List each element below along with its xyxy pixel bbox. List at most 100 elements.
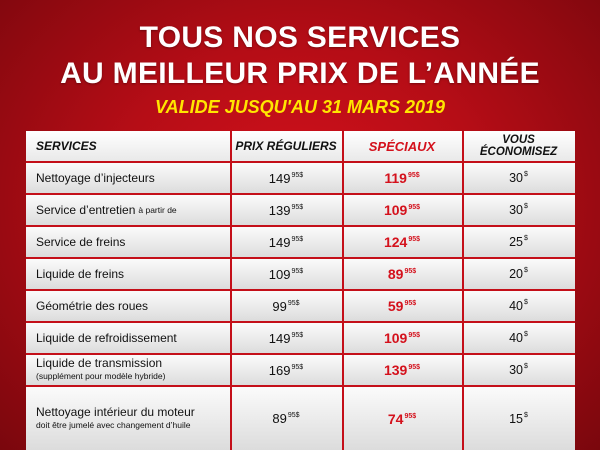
regular-price-cents: 95$ bbox=[291, 363, 304, 371]
savings-amount: 30$ bbox=[509, 363, 528, 377]
regular-price-amount: 149 bbox=[268, 330, 291, 346]
title-line-1: TOUS NOS SERVICES bbox=[139, 21, 461, 54]
savings-amount-cents: $ bbox=[524, 171, 528, 178]
savings-amount-cents: $ bbox=[524, 411, 528, 419]
regular-price-amount: 89 bbox=[272, 411, 287, 426]
savings-amount-cents: $ bbox=[524, 267, 528, 274]
special-price-amount: 89 bbox=[387, 266, 404, 282]
special-price-cents: 95$ bbox=[404, 268, 417, 275]
savings-amount-amount: 40 bbox=[509, 299, 523, 313]
special-price-cell: 8995$ bbox=[342, 259, 462, 289]
regular-price-cents: 95$ bbox=[291, 267, 304, 275]
savings-amount-amount: 40 bbox=[509, 331, 523, 345]
column-header-services: SERVICES bbox=[36, 139, 97, 153]
regular-price: 16995$ bbox=[269, 363, 303, 378]
savings-amount-cell: 30$ bbox=[462, 195, 575, 225]
savings-amount-amount: 15 bbox=[509, 411, 523, 426]
special-price: 12495$ bbox=[384, 234, 420, 250]
special-price-cents: 95$ bbox=[404, 300, 417, 307]
special-price-cents: 95$ bbox=[404, 412, 417, 420]
special-price-amount: 139 bbox=[383, 362, 408, 378]
service-name-cell: Liquide de freins bbox=[26, 259, 230, 289]
regular-price: 14995$ bbox=[269, 235, 303, 250]
regular-price: 10995$ bbox=[269, 267, 303, 282]
special-price-cell: 5995$ bbox=[342, 291, 462, 321]
regular-price: 14995$ bbox=[269, 171, 303, 186]
service-name-cell: Service de freins bbox=[26, 227, 230, 257]
savings-amount-amount: 30 bbox=[509, 171, 523, 185]
column-header-savings-line2: ÉCONOMISEZ bbox=[479, 146, 558, 158]
special-price-cell: 10995$ bbox=[342, 195, 462, 225]
savings-amount-amount: 30 bbox=[509, 203, 523, 217]
savings-amount-cell: 40$ bbox=[462, 291, 575, 321]
service-name: Liquide de transmission bbox=[36, 356, 163, 370]
regular-price-cell: 16995$ bbox=[230, 355, 342, 385]
special-price-cents: 95$ bbox=[408, 332, 421, 339]
special-price-cell: 11995$ bbox=[342, 163, 462, 193]
table-row: Liquide de refroidissement 14995$ 10995$ 40… bbox=[26, 321, 575, 353]
service-note: (supplément pour modèle hybride) bbox=[36, 371, 166, 381]
special-price: 10995$ bbox=[384, 202, 420, 218]
savings-amount-cents: $ bbox=[524, 235, 528, 242]
regular-price: 8995$ bbox=[272, 411, 299, 426]
savings-amount-amount: 25 bbox=[509, 235, 523, 249]
savings-amount: 20$ bbox=[509, 267, 528, 281]
regular-price: 13995$ bbox=[269, 203, 303, 218]
regular-price-cell: 13995$ bbox=[230, 195, 342, 225]
regular-price-amount: 99 bbox=[272, 298, 287, 314]
special-price: 8995$ bbox=[388, 266, 416, 282]
regular-price-amount: 109 bbox=[268, 266, 291, 282]
regular-price-cell: 9995$ bbox=[230, 291, 342, 321]
service-note: doit être jumelé avec changement d’huile bbox=[36, 419, 191, 430]
regular-price-cents: 95$ bbox=[287, 299, 300, 307]
special-price: 13995$ bbox=[384, 362, 420, 378]
special-price-amount: 109 bbox=[383, 330, 408, 346]
table-row: Liquide de transmission (supplément pour … bbox=[26, 353, 575, 385]
special-price-amount: 109 bbox=[383, 202, 408, 218]
service-name: Liquide de freins bbox=[36, 267, 125, 281]
column-header-special: SPÉCIAUX bbox=[368, 138, 436, 154]
service-name: Nettoyage d’injecteurs bbox=[36, 171, 155, 185]
regular-price-cell: 10995$ bbox=[230, 259, 342, 289]
regular-price-amount: 169 bbox=[268, 362, 291, 378]
savings-amount-cents: $ bbox=[524, 331, 528, 338]
table-row: Liquide de freins 10995$ 8995$ 20$ bbox=[26, 257, 575, 289]
regular-price: 14995$ bbox=[269, 331, 303, 346]
service-name-cell: Service d’entretien à partir de bbox=[26, 195, 230, 225]
savings-amount: 40$ bbox=[509, 299, 528, 313]
special-price-cents: 95$ bbox=[408, 236, 421, 243]
special-price-cell: 12495$ bbox=[342, 227, 462, 257]
regular-price-amount: 149 bbox=[268, 234, 291, 250]
table-row: Géométrie des roues 9995$ 5995$ 40$ bbox=[26, 289, 575, 321]
regular-price-cell: 8995$ bbox=[230, 387, 342, 450]
savings-amount-cell: 30$ bbox=[462, 163, 575, 193]
regular-price-amount: 149 bbox=[268, 170, 291, 186]
column-divider bbox=[342, 131, 344, 450]
column-header-savings: VOUS ÉCONOMISEZ bbox=[462, 131, 575, 161]
special-price-amount: 74 bbox=[387, 410, 404, 427]
savings-amount-amount: 30 bbox=[509, 363, 523, 377]
service-name-cell: Liquide de refroidissement bbox=[26, 323, 230, 353]
special-price-amount: 59 bbox=[387, 298, 404, 314]
column-header-savings-line1: VOUS bbox=[502, 134, 535, 146]
savings-amount: 30$ bbox=[509, 171, 528, 185]
regular-price-cell: 14995$ bbox=[230, 227, 342, 257]
special-price: 11995$ bbox=[384, 170, 419, 186]
service-name-cell: Liquide de transmission (supplément pour … bbox=[26, 355, 230, 385]
column-header-regular: PRIX RÉGULIERS bbox=[235, 139, 337, 153]
table-row: Nettoyage intérieur du moteur doit être j… bbox=[26, 385, 575, 450]
special-price: 5995$ bbox=[388, 298, 416, 314]
savings-amount-cell: 20$ bbox=[462, 259, 575, 289]
special-price-cents: 95$ bbox=[407, 172, 420, 179]
special-price-cell: 10995$ bbox=[342, 323, 462, 353]
regular-price-cents: 95$ bbox=[291, 171, 304, 179]
column-divider bbox=[230, 131, 232, 450]
service-name: Liquide de refroidissement bbox=[36, 331, 177, 345]
savings-amount-cents: $ bbox=[524, 299, 528, 306]
special-price-amount: 119 bbox=[384, 170, 407, 186]
savings-amount-cents: $ bbox=[524, 203, 528, 210]
service-name-cell: Géométrie des roues bbox=[26, 291, 230, 321]
special-price-cell: 7495$ bbox=[342, 387, 462, 450]
service-name: Nettoyage intérieur du moteur bbox=[36, 404, 195, 419]
special-price-cents: 95$ bbox=[408, 364, 421, 371]
